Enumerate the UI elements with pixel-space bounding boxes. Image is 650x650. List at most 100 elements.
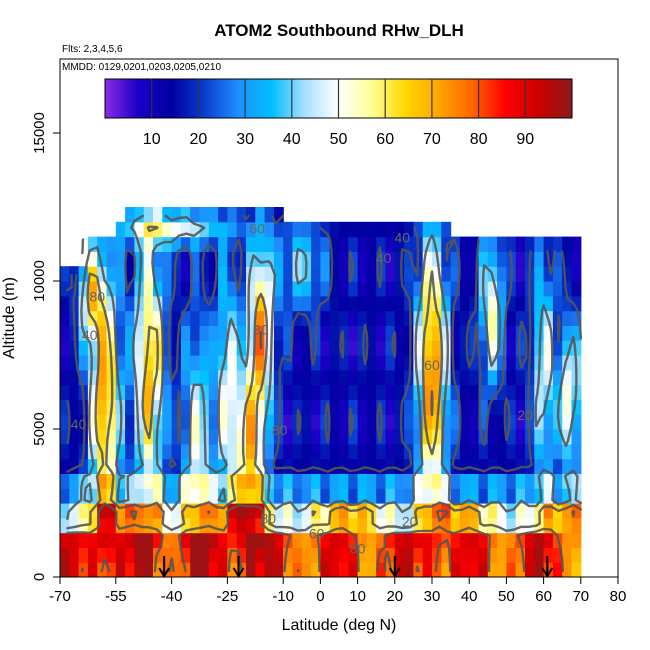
heatmap-cell	[283, 473, 294, 489]
heatmap-cell	[180, 517, 191, 534]
heatmap-cell	[348, 399, 359, 415]
heatmap-cell	[208, 325, 219, 341]
heatmap-cell	[515, 369, 526, 386]
heatmap-cell	[246, 547, 256, 563]
heatmap-cell	[432, 369, 442, 386]
heatmap-cell	[487, 281, 498, 297]
heatmap-cell	[450, 251, 461, 267]
heatmap-cell	[153, 251, 163, 267]
heatmap-cell	[376, 458, 387, 474]
heatmap-cell	[236, 310, 247, 326]
heatmap-cell	[357, 266, 368, 282]
heatmap-cell	[357, 384, 368, 400]
heatmap-cell	[459, 547, 470, 563]
heatmap-cell	[273, 236, 284, 252]
heatmap-cell	[143, 473, 154, 489]
heatmap-cell	[283, 429, 294, 445]
colorbar-tick-label: 90	[516, 131, 534, 148]
x-tick-label: 60	[535, 588, 552, 605]
heatmap-cell	[171, 266, 182, 282]
heatmap-cell	[394, 414, 405, 430]
heatmap-cell	[78, 488, 89, 504]
heatmap-cell	[366, 281, 377, 297]
heatmap-cell	[190, 310, 201, 326]
heatmap-cell	[497, 517, 507, 534]
heatmap-cell	[366, 251, 377, 267]
heatmap-cell	[60, 369, 70, 386]
heatmap-cell	[115, 503, 126, 519]
heatmap-cell	[171, 547, 182, 563]
heatmap-cell	[190, 414, 201, 430]
heatmap-cell	[255, 503, 266, 519]
heatmap-cell	[227, 399, 238, 415]
heatmap-cell	[478, 473, 489, 489]
heatmap-cell	[227, 295, 238, 312]
heatmap-cell	[376, 473, 387, 489]
heatmap-cell	[525, 503, 535, 519]
x-tick-label: 30	[424, 588, 441, 605]
heatmap-cell	[311, 458, 321, 474]
heatmap-cell	[459, 458, 470, 474]
heatmap-cell	[497, 281, 507, 297]
heatmap-cell	[487, 325, 498, 341]
heatmap-cell	[543, 429, 554, 445]
heatmap-cell	[562, 443, 573, 460]
heatmap-cell	[413, 503, 424, 519]
y-tick-label: 0	[31, 573, 48, 581]
heatmap-cell	[97, 547, 108, 563]
heatmap-cell	[385, 369, 396, 386]
heatmap-cell	[543, 295, 554, 312]
heatmap-cell	[422, 281, 433, 297]
heatmap-cell	[60, 503, 70, 519]
heatmap-cell	[143, 251, 154, 267]
heatmap-cell	[404, 547, 414, 563]
heatmap-cell	[450, 266, 461, 282]
heatmap-cell	[190, 325, 201, 341]
heatmap-cell	[506, 369, 517, 386]
heatmap-cell	[60, 562, 70, 577]
heatmap-cell	[218, 414, 228, 430]
heatmap-cell	[320, 562, 331, 577]
heatmap-cell	[552, 517, 563, 534]
heatmap-cell	[255, 562, 266, 577]
heatmap-cell	[366, 310, 377, 326]
x-tick-label: 40	[461, 588, 478, 605]
heatmap-cell	[115, 458, 126, 474]
heatmap-cell	[459, 532, 470, 548]
heatmap-cell	[218, 384, 228, 400]
heatmap-cell	[506, 473, 517, 489]
heatmap-cell	[562, 399, 573, 415]
heatmap-cell	[394, 384, 405, 400]
heatmap-cell	[450, 458, 461, 474]
heatmap-cell	[134, 547, 145, 563]
heatmap-cell	[394, 532, 405, 548]
heatmap-cell	[385, 488, 396, 504]
heatmap-cell	[469, 562, 480, 577]
heatmap-cell	[143, 443, 154, 460]
heatmap-cell	[218, 369, 228, 386]
heatmap-cell	[562, 281, 573, 297]
heatmap-cell	[571, 414, 582, 430]
heatmap-cell	[134, 384, 145, 400]
heatmap-cell	[199, 340, 210, 356]
heatmap-cell	[311, 414, 321, 430]
heatmap-cell	[199, 369, 210, 386]
heatmap-cell	[255, 414, 266, 430]
heatmap-cell	[534, 547, 545, 563]
heatmap-cell	[459, 310, 470, 326]
heatmap-cell	[422, 325, 433, 341]
heatmap-cell	[571, 547, 582, 563]
heatmap-cell	[478, 384, 489, 400]
heatmap-cell	[441, 473, 452, 489]
heatmap-cell	[134, 221, 145, 238]
heatmap-cell	[497, 251, 507, 267]
heatmap-cell	[552, 236, 563, 252]
heatmap-cell	[190, 488, 201, 504]
heatmap-cell	[190, 429, 201, 445]
heatmap-cell	[283, 562, 294, 577]
heatmap-cell	[208, 443, 219, 460]
heatmap-cell	[218, 295, 228, 312]
heatmap-cell	[311, 251, 321, 267]
heatmap-cell	[255, 310, 266, 326]
heatmap-cell	[190, 547, 201, 563]
